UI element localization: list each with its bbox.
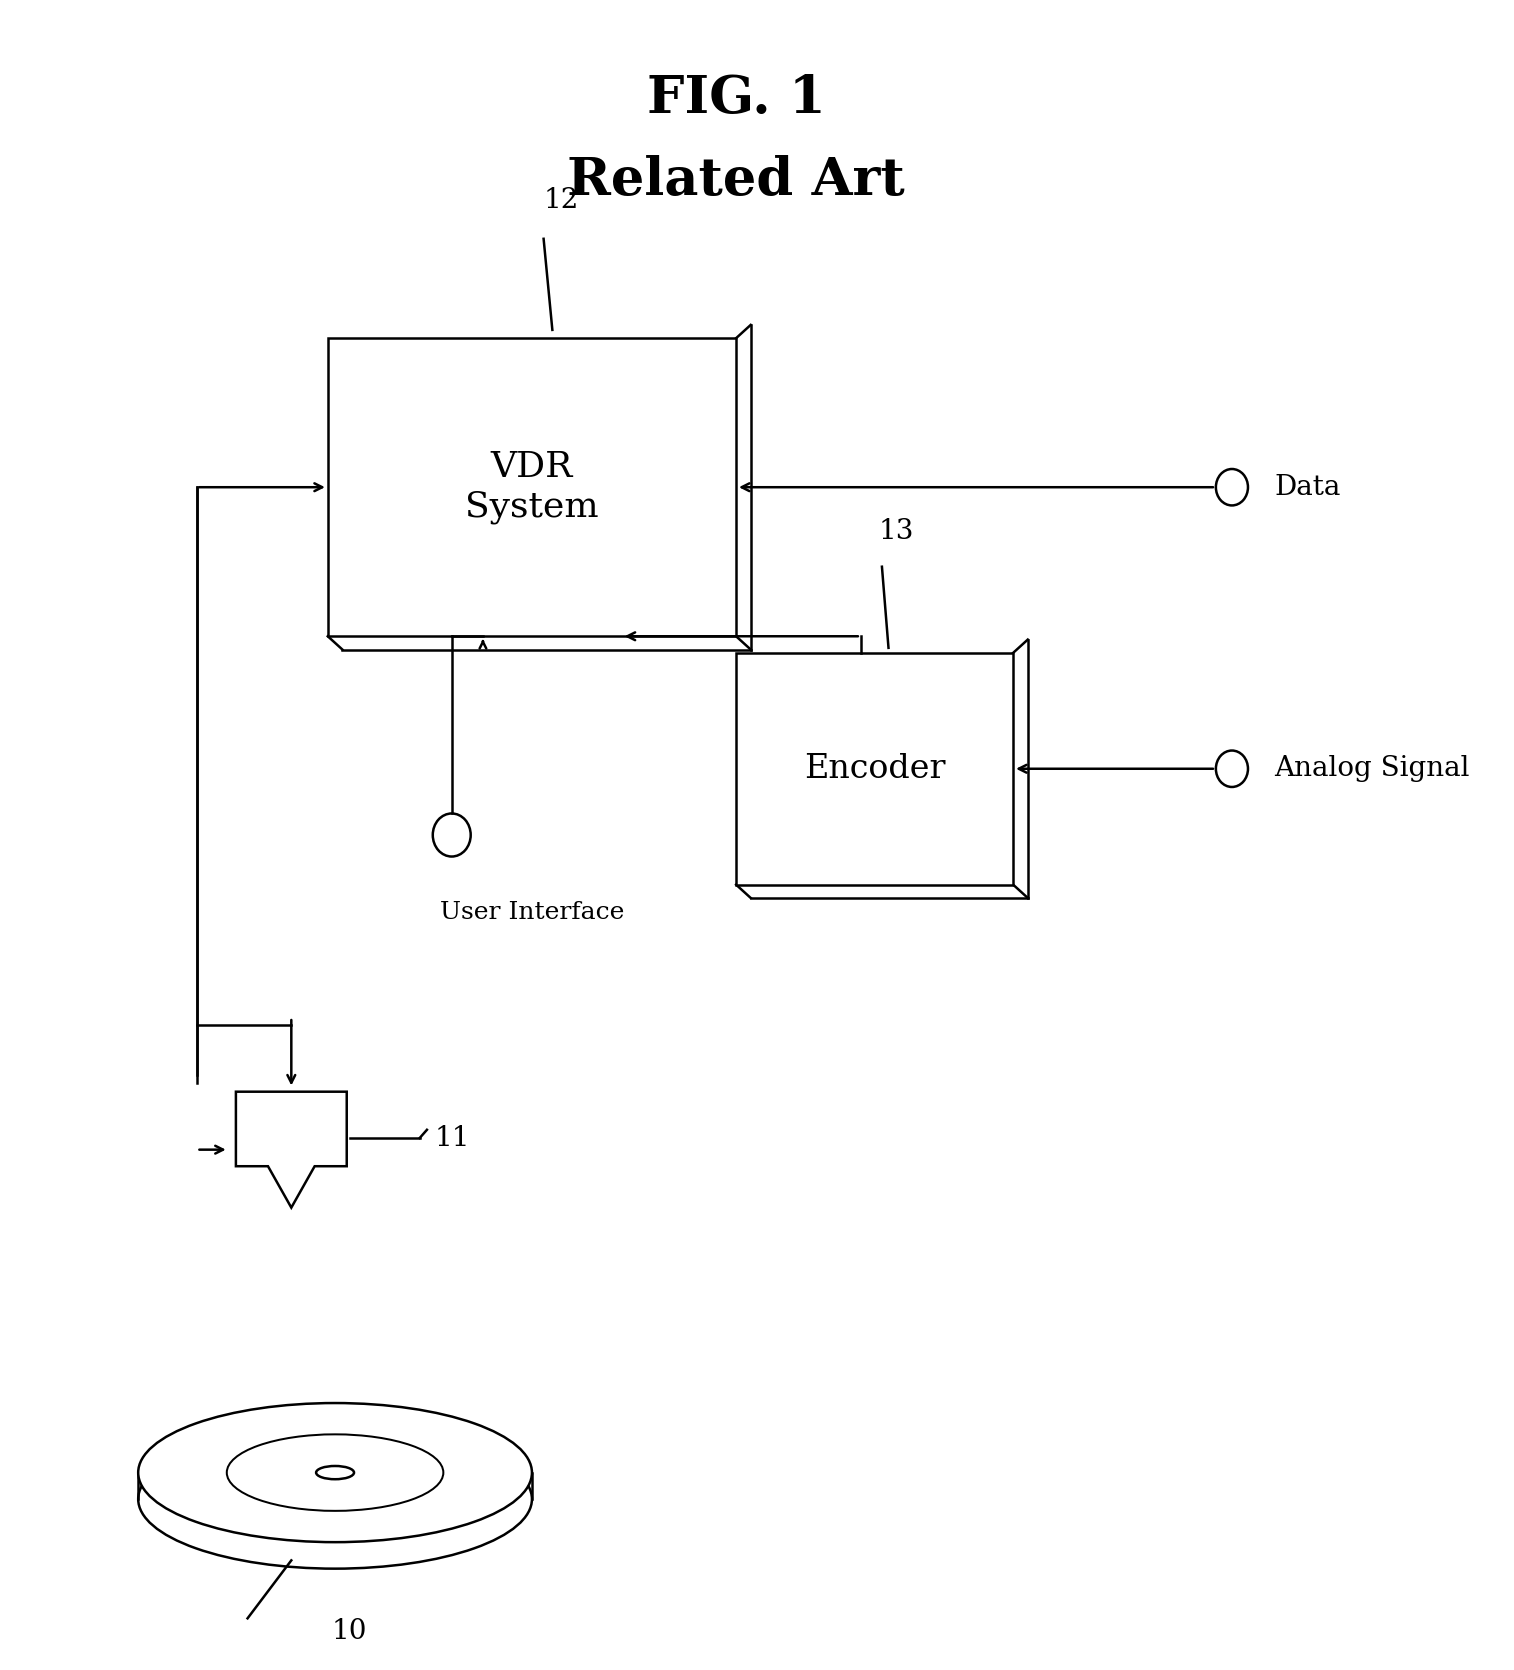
Text: 11: 11 — [435, 1124, 469, 1152]
Text: VDR
System: VDR System — [465, 451, 598, 524]
Text: Related Art: Related Art — [568, 155, 905, 207]
Bar — [327, 337, 736, 636]
Text: User Interface: User Interface — [439, 902, 624, 924]
Text: FIG. 1: FIG. 1 — [646, 72, 825, 124]
Text: Data: Data — [1275, 474, 1340, 501]
Polygon shape — [236, 1092, 347, 1207]
Ellipse shape — [316, 1466, 354, 1480]
Ellipse shape — [138, 1430, 531, 1568]
Ellipse shape — [138, 1403, 531, 1541]
Bar — [736, 653, 1013, 885]
Text: 13: 13 — [878, 518, 914, 544]
Text: 10: 10 — [332, 1618, 368, 1645]
Text: Encoder: Encoder — [804, 753, 945, 785]
Text: 12: 12 — [544, 187, 578, 214]
Text: Analog Signal: Analog Signal — [1275, 755, 1470, 782]
